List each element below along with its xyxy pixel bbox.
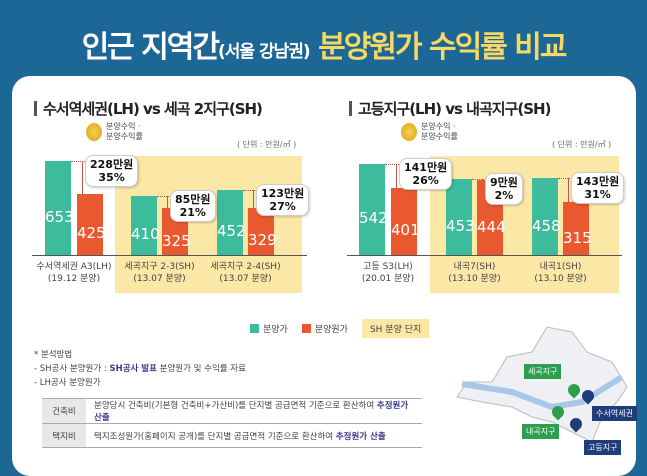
coin-label-1: 분양수익 · xyxy=(106,122,141,131)
label-godeung: 고등지구 xyxy=(584,440,622,455)
bar-sale-price: 410 xyxy=(131,195,160,255)
bar-cost: 425 xyxy=(77,193,106,255)
label-suseo: 수서역세권 xyxy=(592,406,637,421)
profit-rate: 26% xyxy=(412,173,439,187)
x-date: (13.07 분양) xyxy=(219,274,272,284)
bar-sale-price: 452 xyxy=(217,189,246,255)
x-date: (13.07 분양) xyxy=(133,274,186,284)
legend-sh: SH 분양 단지 xyxy=(361,319,430,338)
profit-amount: 85만원 xyxy=(175,192,211,206)
table-row: 건축비 분양당시 건축비(기본형 건축비+가산비)를 단지별 공급면적 기준으로 … xyxy=(42,398,422,424)
profit-rate: 31% xyxy=(584,188,611,202)
profit-rate: 35% xyxy=(98,170,125,184)
x-label: 세곡지구 2-4(SH) xyxy=(210,262,281,272)
legend: 분양가 분양원가 SH 분양 단지 xyxy=(250,319,430,338)
bar-value: 444 xyxy=(477,217,506,236)
bar-sale-price: 542 xyxy=(359,163,388,255)
diff-arrow xyxy=(253,189,254,208)
x-label: 세곡지구 2-3(SH) xyxy=(124,262,195,272)
x-date: (13.10 분양) xyxy=(534,274,587,284)
page-title: 인근 지역간(서울 강남권) 분양원가 수익률 비교 xyxy=(81,30,568,65)
chart-title: 수서역세권(LH) vs 세곡 2지구(SH) xyxy=(34,98,263,119)
x-label: 고등 S3(LH) xyxy=(363,262,413,272)
bar-value: 542 xyxy=(359,209,388,228)
diff-line xyxy=(385,163,411,165)
chart-title: 고등지구(LH) vs 내곡지구(SH) xyxy=(349,98,551,119)
profit-amount: 228만원 xyxy=(90,157,134,171)
x-label: 수서역세권 A3(LH) xyxy=(36,262,112,272)
diff-line xyxy=(71,160,97,162)
label-segok: 세곡지구 xyxy=(524,364,562,379)
profit-amount: 141만원 xyxy=(404,160,448,174)
bar-value: 410 xyxy=(131,225,160,244)
coin-label-2: 분양수익률 xyxy=(421,132,458,141)
profit-amount: 143만원 xyxy=(576,175,620,189)
coin-icon xyxy=(86,123,102,141)
x-date: (20.01 분양) xyxy=(361,274,415,284)
coin-label-1: 분양수익 · xyxy=(421,122,456,131)
bar-value: 458 xyxy=(532,216,561,235)
x-date: (19.12 분양) xyxy=(47,274,101,284)
unit-label: ( 단위 : 만원/㎡ ) xyxy=(552,140,612,149)
bar-value: 315 xyxy=(563,228,592,247)
table-row: 택지비 택지조성원가(홈페이지 공개)를 단지별 공급면적 기준으로 환산하여 추… xyxy=(42,423,422,448)
profit-bubble: 9만원 2% xyxy=(485,172,523,205)
profit-bubble: 141만원 26% xyxy=(399,157,453,190)
bar-cost: 401 xyxy=(391,187,420,255)
profit-rate: 21% xyxy=(179,205,206,219)
profit-bubble: 123만원 27% xyxy=(256,183,310,216)
bar-sale-price: 653 xyxy=(45,160,74,255)
bar-value: 329 xyxy=(248,231,277,250)
x-label: 내곡7(SH) xyxy=(453,262,496,272)
chart-right: 고등지구(LH) vs 내곡지구(SH) ( 단위 : 만원/㎡ ) 분양수익 · 분… xyxy=(327,76,636,316)
legend-sale: 분양가 xyxy=(250,322,288,335)
x-date: (13.10 분양) xyxy=(448,274,501,284)
coin-icon xyxy=(401,123,417,141)
profit-rate: 2% xyxy=(494,188,514,202)
bar-cost: 444 xyxy=(477,180,506,255)
unit-label: ( 단위 : 만원/㎡ ) xyxy=(237,140,297,149)
bar-sale-price: 453 xyxy=(446,178,475,255)
diff-arrow xyxy=(167,195,168,209)
profit-amount: 9만원 xyxy=(490,175,518,189)
content-card: 수서역세권(LH) vs 세곡 2지구(SH) ( 단위 : 만원/㎡ ) 분양수익… xyxy=(12,76,637,476)
bar-value: 401 xyxy=(391,221,420,240)
bar-value: 653 xyxy=(45,207,74,226)
diff-arrow xyxy=(82,160,83,194)
method-table: 건축비 분양당시 건축비(기본형 건축비+가산비)를 단지별 공급면적 기준으로 … xyxy=(42,398,422,448)
diff-arrow xyxy=(396,163,397,188)
diff-arrow xyxy=(482,178,483,181)
legend-cost: 분양원가 xyxy=(301,322,348,335)
profit-rate: 27% xyxy=(269,199,296,213)
bar-value: 452 xyxy=(217,222,246,241)
bar-value: 325 xyxy=(162,231,191,250)
chart-left: 수서역세권(LH) vs 세곡 2지구(SH) ( 단위 : 만원/㎡ ) 분양수익… xyxy=(12,76,322,316)
bar-value: 453 xyxy=(446,216,475,235)
profit-bubble: 85만원 21% xyxy=(170,189,216,222)
coin-label-2: 분양수익률 xyxy=(106,132,143,141)
x-label: 내곡1(SH) xyxy=(539,262,582,272)
analysis-notes: * 분석방법 - SH공사 분양원가 : SH공사 발표 분양원가 및 수익률 … xyxy=(34,350,246,388)
bar-sale-price: 458 xyxy=(532,178,561,255)
seoul-map: 세곡지구 수서역세권 내곡지구 고등지구 xyxy=(452,322,637,456)
label-naegok: 내곡지구 xyxy=(522,424,560,439)
profit-amount: 123만원 xyxy=(261,186,305,200)
baseline xyxy=(32,255,307,256)
profit-bubble: 143만원 31% xyxy=(571,172,625,205)
profit-bubble: 228만원 35% xyxy=(85,154,139,187)
diff-arrow xyxy=(568,178,569,203)
bar-cost: 315 xyxy=(563,202,592,255)
baseline xyxy=(347,255,622,256)
bar-value: 425 xyxy=(77,224,106,243)
